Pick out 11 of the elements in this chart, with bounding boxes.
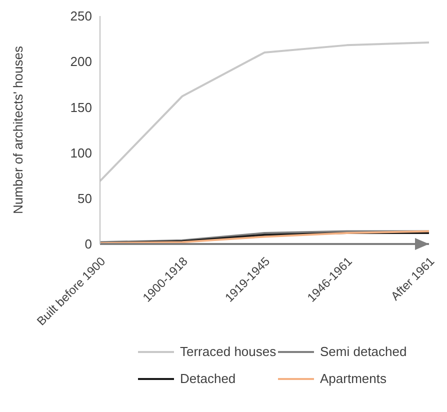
y-tick-label: 100 xyxy=(70,145,92,160)
y-tick-label: 50 xyxy=(78,191,92,206)
legend-label: Semi detached xyxy=(320,344,407,359)
y-axis-title: Number of architects' houses xyxy=(10,46,26,214)
y-tick-label: 200 xyxy=(70,54,92,70)
y-tick-label: 0 xyxy=(84,236,92,252)
legend-label: Detached xyxy=(180,371,236,386)
y-tick-label: 150 xyxy=(70,100,92,115)
y-tick-label: 250 xyxy=(70,8,92,24)
legend-label: Apartments xyxy=(320,371,386,386)
legend-label: Terraced houses xyxy=(180,344,276,359)
